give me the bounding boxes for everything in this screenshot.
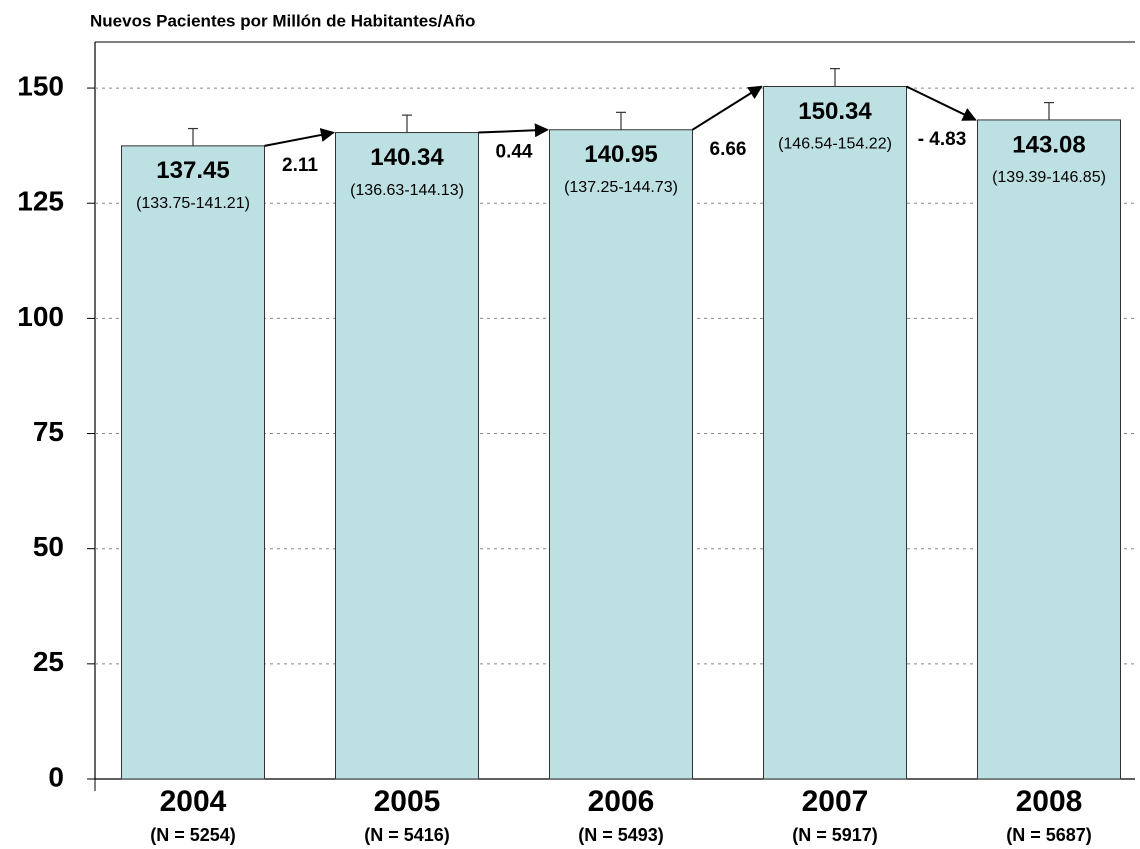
ci-label: (139.39-146.85) xyxy=(992,169,1106,186)
y-tick-label: 125 xyxy=(17,186,64,217)
x-tick-label: 2004 xyxy=(160,785,227,818)
value-label: 140.34 xyxy=(370,144,444,171)
chart-title: Nuevos Pacientes por Millón de Habitante… xyxy=(90,11,475,30)
x-tick-label: 2005 xyxy=(374,785,441,818)
x-tick-label: 2006 xyxy=(588,785,655,818)
change-label: - 4.83 xyxy=(918,129,967,150)
x-sublabel: (N = 5254) xyxy=(150,825,236,845)
change-arrow xyxy=(906,85,977,121)
y-tick-label: 100 xyxy=(17,301,64,332)
y-tick-label: 75 xyxy=(33,416,64,447)
value-label: 143.08 xyxy=(1012,131,1085,158)
y-tick-label: 0 xyxy=(48,761,64,792)
bar xyxy=(335,132,479,780)
y-tick-label: 150 xyxy=(17,70,64,101)
y-tick-label: 50 xyxy=(33,531,64,562)
change-arrow xyxy=(691,85,763,131)
x-sublabel: (N = 5416) xyxy=(364,825,450,845)
change-label: 0.44 xyxy=(496,142,533,163)
x-tick-label: 2007 xyxy=(802,785,869,818)
x-sublabel: (N = 5917) xyxy=(792,825,878,845)
change-label: 6.66 xyxy=(710,139,747,160)
bar xyxy=(549,129,693,780)
x-sublabel: (N = 5493) xyxy=(578,825,664,845)
ci-label: (146.54-154.22) xyxy=(778,136,892,153)
value-label: 137.45 xyxy=(156,157,229,184)
bar xyxy=(977,119,1121,780)
value-label: 140.95 xyxy=(584,141,657,168)
x-sublabel: (N = 5687) xyxy=(1006,825,1092,845)
change-arrow xyxy=(478,123,549,138)
change-arrow xyxy=(264,128,335,147)
x-tick-label: 2008 xyxy=(1016,785,1083,818)
ci-label: (133.75-141.21) xyxy=(136,195,250,212)
ci-label: (137.25-144.73) xyxy=(564,179,678,196)
y-tick-label: 25 xyxy=(33,646,64,677)
change-label: 2.11 xyxy=(282,155,318,176)
bar xyxy=(763,85,907,780)
bar xyxy=(121,145,265,780)
value-label: 150.34 xyxy=(798,98,872,125)
ci-label: (136.63-144.13) xyxy=(350,182,464,199)
